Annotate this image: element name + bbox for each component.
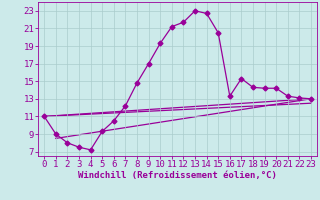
X-axis label: Windchill (Refroidissement éolien,°C): Windchill (Refroidissement éolien,°C) — [78, 171, 277, 180]
